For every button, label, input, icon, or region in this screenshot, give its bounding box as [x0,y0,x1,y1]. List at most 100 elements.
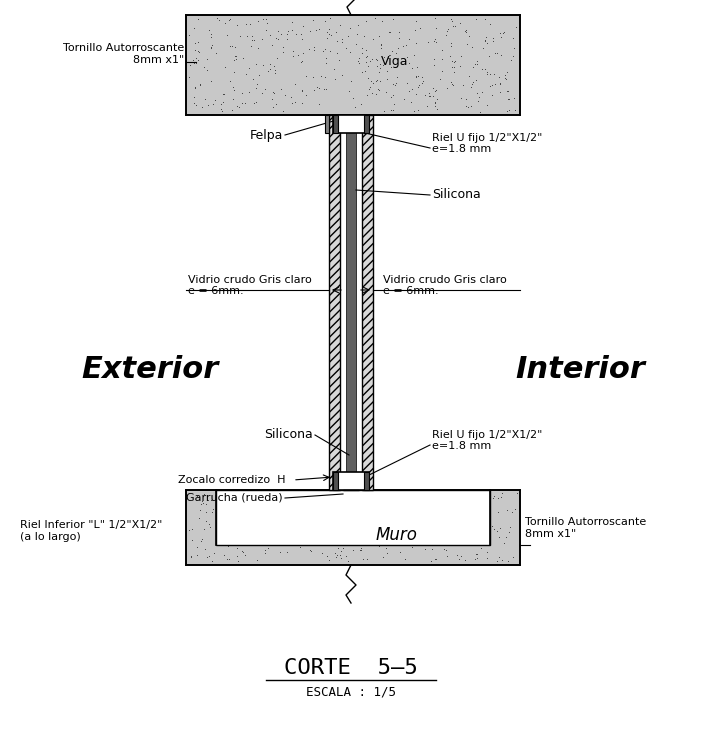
Point [307,14,318,26]
Point [505,54,517,66]
Point [223,554,234,565]
Point [344,22,355,34]
Point [340,43,351,54]
Point [185,59,196,71]
Point [266,40,277,51]
Point [354,57,365,69]
Point [251,538,262,550]
Point [298,20,309,32]
Point [296,521,307,533]
Point [427,512,438,524]
Point [503,104,515,116]
Point [218,549,230,561]
Point [474,106,485,118]
Point [207,506,218,518]
Point [288,50,299,62]
Point [271,52,282,64]
Point [450,55,461,67]
Point [270,32,282,44]
Point [352,54,364,66]
Point [475,521,486,533]
Point [392,42,404,54]
Point [501,104,512,116]
Point [334,19,345,31]
Point [333,54,345,66]
Point [503,526,515,538]
Point [340,503,351,515]
Point [363,60,374,72]
Point [194,78,205,90]
Point [370,53,381,65]
Point [216,103,227,115]
Point [378,551,389,563]
Point [361,44,372,56]
Point [192,36,203,48]
Point [508,93,519,104]
Point [216,98,227,110]
Point [470,548,482,560]
Point [250,57,261,69]
Point [407,519,418,531]
Point [453,553,465,565]
Point [249,494,260,506]
Point [322,550,333,562]
Point [484,50,495,62]
Point [395,546,406,558]
Point [199,488,210,500]
Point [200,93,211,104]
Point [261,17,272,29]
Point [197,498,208,510]
Point [282,28,293,40]
Point [378,51,390,63]
Point [292,493,303,505]
Point [468,76,479,88]
Point [430,22,442,34]
Point [208,548,220,560]
Point [337,533,348,545]
Point [244,19,256,31]
Point [297,55,308,67]
Point [206,40,218,51]
Point [314,22,325,34]
Point [494,86,505,98]
Point [511,487,522,499]
Point [252,78,263,90]
Point [275,84,286,95]
Point [358,513,369,524]
Point [412,495,423,507]
Point [397,509,408,521]
Point [484,80,496,92]
Point [285,489,296,501]
Point [298,47,309,59]
Point [319,506,331,518]
Text: Tornillo Autorroscante: Tornillo Autorroscante [525,517,647,527]
Point [251,95,262,107]
Point [192,13,204,25]
Point [482,551,493,563]
Point [489,78,501,90]
Point [245,504,256,515]
Point [367,77,378,89]
Point [236,87,247,98]
Bar [333,115,369,133]
Point [260,83,271,95]
Point [436,45,447,57]
Point [248,73,259,85]
Point [402,504,413,516]
Point [194,79,206,91]
Point [383,530,395,542]
Point [277,105,289,117]
Point [360,15,371,27]
Point [230,50,241,62]
Point [357,554,369,565]
Text: (a lo largo): (a lo largo) [20,532,81,542]
Point [510,104,521,116]
Text: e=1.8 mm: e=1.8 mm [432,144,491,154]
Point [305,488,316,500]
Point [428,82,439,94]
Point [260,24,272,36]
Point [216,506,227,518]
Point [390,492,401,504]
Point [503,85,514,97]
Point [373,66,384,78]
